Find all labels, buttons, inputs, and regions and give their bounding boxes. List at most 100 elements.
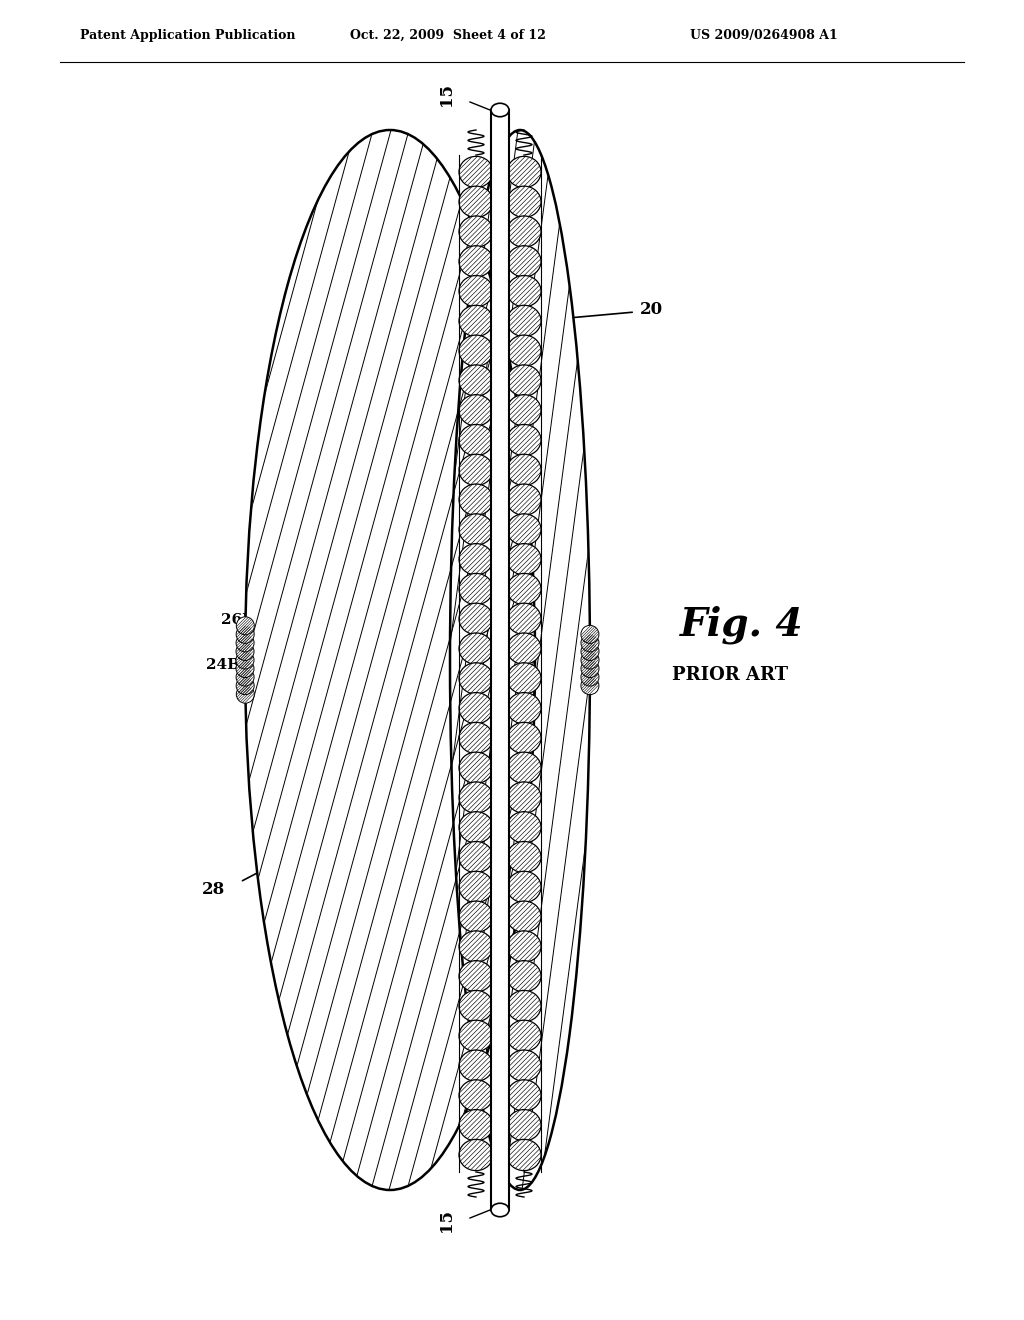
Ellipse shape: [459, 156, 493, 187]
Ellipse shape: [507, 216, 541, 247]
Ellipse shape: [507, 1139, 541, 1171]
Text: Oct. 22, 2009  Sheet 4 of 12: Oct. 22, 2009 Sheet 4 of 12: [350, 29, 546, 41]
Ellipse shape: [459, 335, 493, 367]
Ellipse shape: [459, 1080, 493, 1111]
Ellipse shape: [507, 634, 541, 664]
Ellipse shape: [459, 931, 493, 962]
Ellipse shape: [507, 603, 541, 635]
Ellipse shape: [581, 651, 599, 669]
Ellipse shape: [507, 484, 541, 515]
Ellipse shape: [581, 660, 599, 677]
Ellipse shape: [507, 693, 541, 723]
Ellipse shape: [507, 364, 541, 396]
Text: 20: 20: [640, 301, 664, 318]
Text: US 2009/0264908 A1: US 2009/0264908 A1: [690, 29, 838, 41]
Ellipse shape: [581, 634, 599, 652]
Ellipse shape: [459, 276, 493, 306]
Ellipse shape: [507, 841, 541, 873]
Ellipse shape: [459, 454, 493, 486]
Ellipse shape: [507, 335, 541, 367]
Ellipse shape: [459, 216, 493, 247]
Text: PRIOR ART: PRIOR ART: [672, 667, 788, 684]
Ellipse shape: [507, 573, 541, 605]
Ellipse shape: [507, 990, 541, 1022]
Ellipse shape: [459, 693, 493, 723]
Ellipse shape: [459, 990, 493, 1022]
Ellipse shape: [507, 722, 541, 754]
Ellipse shape: [459, 871, 493, 903]
Ellipse shape: [581, 677, 599, 694]
Ellipse shape: [237, 668, 254, 686]
Ellipse shape: [459, 186, 493, 218]
Ellipse shape: [507, 812, 541, 843]
Ellipse shape: [507, 931, 541, 962]
Ellipse shape: [507, 513, 541, 545]
Ellipse shape: [236, 643, 254, 660]
Ellipse shape: [459, 841, 493, 873]
Text: 15: 15: [438, 83, 455, 107]
Ellipse shape: [459, 1049, 493, 1081]
Ellipse shape: [507, 871, 541, 903]
Ellipse shape: [459, 1020, 493, 1052]
Ellipse shape: [459, 812, 493, 843]
Ellipse shape: [459, 752, 493, 783]
Ellipse shape: [459, 781, 493, 813]
Ellipse shape: [237, 685, 254, 704]
Ellipse shape: [581, 643, 599, 660]
Ellipse shape: [507, 246, 541, 277]
Ellipse shape: [237, 616, 254, 635]
Ellipse shape: [507, 454, 541, 486]
Ellipse shape: [459, 902, 493, 932]
Ellipse shape: [507, 186, 541, 218]
Ellipse shape: [459, 364, 493, 396]
Ellipse shape: [459, 961, 493, 991]
Ellipse shape: [581, 626, 599, 643]
Ellipse shape: [245, 129, 535, 1191]
Ellipse shape: [459, 425, 493, 455]
Ellipse shape: [490, 103, 509, 116]
Text: 28: 28: [202, 882, 225, 899]
Ellipse shape: [237, 677, 254, 694]
Ellipse shape: [459, 246, 493, 277]
Text: 15: 15: [438, 1209, 455, 1232]
Ellipse shape: [507, 1110, 541, 1140]
Ellipse shape: [507, 1049, 541, 1081]
Text: Patent Application Publication: Patent Application Publication: [80, 29, 296, 41]
Ellipse shape: [450, 129, 590, 1191]
Ellipse shape: [236, 660, 254, 677]
Ellipse shape: [507, 752, 541, 783]
Text: 28B: 28B: [311, 352, 345, 367]
Ellipse shape: [459, 513, 493, 545]
Ellipse shape: [459, 573, 493, 605]
Ellipse shape: [459, 484, 493, 515]
Ellipse shape: [507, 395, 541, 426]
Ellipse shape: [507, 663, 541, 694]
Text: Fig. 4: Fig. 4: [680, 606, 804, 644]
Text: 24B: 24B: [206, 657, 240, 672]
Ellipse shape: [507, 961, 541, 991]
Ellipse shape: [459, 722, 493, 754]
Ellipse shape: [507, 1080, 541, 1111]
Ellipse shape: [459, 305, 493, 337]
Text: 26B: 26B: [221, 612, 255, 627]
Ellipse shape: [507, 902, 541, 932]
Ellipse shape: [459, 663, 493, 694]
Ellipse shape: [459, 1139, 493, 1171]
Ellipse shape: [237, 634, 254, 652]
Ellipse shape: [236, 651, 254, 669]
Ellipse shape: [459, 1110, 493, 1140]
Ellipse shape: [507, 425, 541, 455]
Ellipse shape: [507, 1020, 541, 1052]
Ellipse shape: [459, 634, 493, 664]
Ellipse shape: [237, 626, 254, 643]
Ellipse shape: [459, 603, 493, 635]
Ellipse shape: [507, 781, 541, 813]
Ellipse shape: [507, 156, 541, 187]
Bar: [490, 110, 509, 1210]
Ellipse shape: [459, 395, 493, 426]
Ellipse shape: [459, 544, 493, 576]
Ellipse shape: [490, 1204, 509, 1217]
Ellipse shape: [507, 276, 541, 306]
Ellipse shape: [507, 544, 541, 576]
Ellipse shape: [507, 305, 541, 337]
